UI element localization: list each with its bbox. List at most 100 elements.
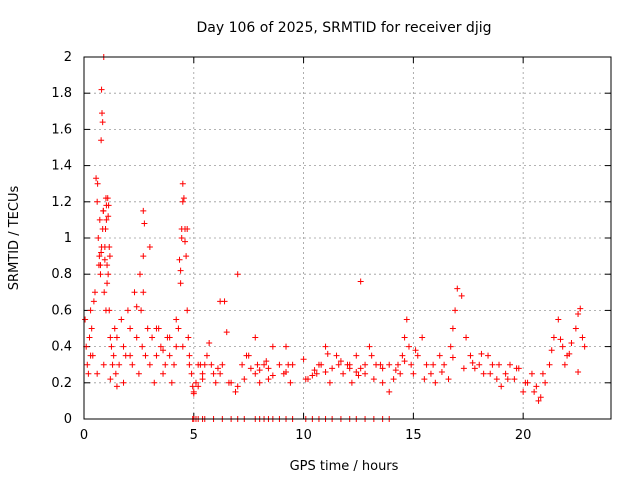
data-point: [493, 376, 500, 383]
data-point: [537, 394, 544, 401]
data-point: [94, 198, 101, 205]
data-point: [98, 244, 105, 251]
data-point: [133, 303, 140, 310]
data-point: [113, 334, 120, 341]
data-point: [390, 376, 397, 383]
data-point: [87, 352, 94, 359]
data-point: [287, 379, 294, 386]
data-point: [141, 220, 148, 227]
data-point: [265, 365, 272, 372]
data-point: [131, 289, 138, 296]
data-point: [302, 376, 309, 383]
x-tick-label: 20: [515, 428, 532, 443]
data-point: [575, 311, 582, 318]
data-point: [478, 350, 485, 357]
data-point: [136, 271, 143, 278]
data-point: [94, 370, 101, 377]
data-point: [160, 370, 167, 377]
data-point: [98, 249, 105, 256]
data-point: [232, 388, 239, 395]
y-tick-label: 0.6: [51, 303, 72, 318]
data-point: [362, 361, 369, 368]
data-point: [108, 343, 115, 350]
data-point: [144, 325, 151, 332]
y-axis-label: SRMTID / TECUs: [7, 186, 22, 291]
y-tick-label: 0.8: [51, 267, 72, 282]
data-point: [502, 370, 509, 377]
data-point: [355, 372, 362, 379]
data-point: [99, 110, 106, 117]
data-point: [171, 361, 178, 368]
data-point: [146, 244, 153, 251]
x-tick-label: 15: [405, 428, 422, 443]
data-point: [476, 361, 483, 368]
data-point: [353, 368, 360, 375]
data-point: [458, 292, 465, 299]
data-point: [403, 316, 410, 323]
data-point: [340, 370, 347, 377]
data-point: [142, 352, 149, 359]
data-point: [447, 343, 454, 350]
data-point: [289, 361, 296, 368]
data-point: [480, 370, 487, 377]
data-point: [337, 358, 344, 365]
data-point: [401, 334, 408, 341]
data-point: [313, 370, 320, 377]
data-point: [449, 354, 456, 361]
data-point: [106, 244, 113, 251]
data-point: [182, 238, 189, 245]
data-point: [98, 86, 105, 93]
data-point: [85, 370, 92, 377]
data-point: [566, 350, 573, 357]
data-point: [531, 388, 538, 395]
data-point: [100, 361, 107, 368]
data-point: [139, 343, 146, 350]
data-point: [581, 343, 588, 350]
data-point: [96, 253, 103, 260]
data-point: [206, 339, 213, 346]
data-point: [559, 343, 566, 350]
data-point: [441, 361, 448, 368]
data-point: [430, 361, 437, 368]
data-point: [110, 352, 117, 359]
data-point: [561, 361, 568, 368]
data-point: [84, 361, 91, 368]
data-point: [243, 352, 250, 359]
data-point: [129, 361, 136, 368]
data-point: [410, 370, 417, 377]
data-point: [100, 207, 107, 214]
data-point: [522, 379, 529, 386]
data-point: [90, 298, 97, 305]
y-tick-label: 1: [64, 231, 72, 246]
data-point: [140, 289, 147, 296]
x-tick-label: 0: [80, 428, 88, 443]
data-point: [127, 325, 134, 332]
data-point: [471, 365, 478, 372]
data-point: [113, 383, 120, 390]
data-point: [276, 361, 283, 368]
data-point: [195, 383, 202, 390]
data-point: [168, 379, 175, 386]
data-point: [241, 376, 248, 383]
data-point: [93, 175, 100, 182]
data-point: [177, 280, 184, 287]
data-point: [550, 334, 557, 341]
data-point: [401, 358, 408, 365]
data-point: [283, 368, 290, 375]
data-point: [124, 307, 131, 314]
data-point: [263, 358, 270, 365]
data-point: [423, 361, 430, 368]
data-point: [575, 368, 582, 375]
data-point: [513, 365, 520, 372]
data-point: [199, 370, 206, 377]
data-point: [162, 361, 169, 368]
data-point: [109, 361, 116, 368]
data-point: [379, 379, 386, 386]
data-point: [82, 316, 89, 323]
data-point: [217, 370, 224, 377]
data-point: [421, 376, 428, 383]
data-point: [535, 397, 542, 404]
data-point: [151, 379, 158, 386]
data-point: [111, 325, 118, 332]
data-point: [138, 307, 145, 314]
